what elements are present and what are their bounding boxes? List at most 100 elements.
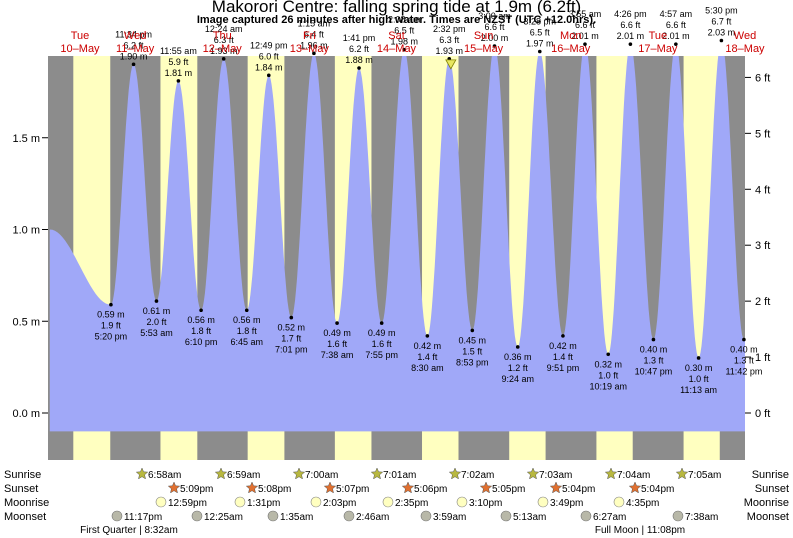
high-tide-point [402, 47, 407, 52]
tide-label-line: 0.40 m [640, 345, 668, 355]
day-weekday: Thu [213, 30, 232, 42]
sunrise-icon [292, 467, 306, 480]
moonset-icon [672, 510, 684, 522]
high-tide-label: 4:26 pm6.6 ft2.01 m [614, 9, 647, 41]
moonrise-icon [155, 496, 167, 508]
day-date: 13–May [290, 43, 330, 55]
low-tide-point [109, 302, 113, 307]
moonset-time: 1:35am [280, 512, 313, 523]
low-tide-point [199, 308, 203, 313]
low-tide-point [606, 352, 611, 357]
tide-label-line: 1.0 ft [689, 374, 710, 384]
sunset-time: 5:07pm [336, 484, 369, 495]
day-weekday: Wed [124, 30, 146, 42]
row-label-left: Moonset [4, 511, 46, 523]
moonrise-time: 2:35pm [395, 498, 428, 509]
tide-label-line: 2.03 m [708, 27, 736, 37]
tide-label-line: 2.00 m [481, 33, 509, 43]
tide-labels: 0.59 m1.9 ft5:20 pm 11:34 pm6.2 ft1.90 m 0… [95, 5, 763, 394]
high-tide-point [583, 42, 587, 46]
y-tick-label-m: 1.0 m [12, 225, 40, 237]
tide-label-line: 11:55 am [160, 46, 197, 56]
tide-label-line: 0.49 m [323, 328, 351, 338]
tide-label-line: 2.01 m [662, 31, 690, 41]
moonset-time: 6:27am [593, 512, 626, 523]
tide-label-line: 5:20 pm [95, 332, 128, 342]
tide-label-line: 1:15 am [298, 18, 331, 28]
day-weekday: Tue [649, 30, 668, 42]
tide-label-line: 1.5 ft [462, 346, 483, 356]
moonrise-icon [382, 496, 394, 508]
sunset-icon [549, 481, 563, 494]
day-date: 18–May [725, 43, 765, 55]
low-tide-point [425, 334, 430, 338]
sun-moon-panel: Sunrise Sunrise Sunset Sunset Moonrise Moonri… [4, 467, 789, 536]
low-tide-label: 0.56 m1.8 ft6:10 pm [185, 315, 218, 347]
moonset-time: 5:13am [513, 512, 546, 523]
high-tide-point [492, 44, 497, 48]
day-date: 12–May [203, 43, 243, 55]
tide-label-line: 6.2 ft [124, 40, 145, 50]
low-tide-label: 0.52 m1.7 ft7:01 pm [275, 323, 308, 355]
tide-label-line: 5:30 pm [705, 5, 738, 15]
tide-label-line: 6.6 ft [485, 22, 506, 32]
tide-label-line: 6.3 ft [439, 35, 460, 45]
tide-label-line: 5:53 am [140, 328, 173, 338]
day-weekday: Wed [734, 30, 756, 42]
tide-label-line: 0.32 m [594, 359, 622, 369]
tide-label-line: 6:10 pm [185, 337, 218, 347]
sunset-icon [245, 481, 259, 494]
low-tide-label: 0.42 m1.4 ft8:30 am [411, 341, 444, 373]
moonrise-time: 3:49pm [550, 498, 583, 509]
low-tide-label: 0.49 m1.6 ft7:55 pm [365, 328, 398, 360]
day-date: 16–May [551, 43, 591, 55]
y-tick-label-ft: 1 ft [755, 352, 770, 364]
tide-label-line: 0.45 m [459, 335, 487, 345]
day-date: 10–May [60, 43, 100, 55]
tide-label-line: 1.93 m [435, 46, 463, 56]
day-weekday: Tue [71, 30, 90, 42]
tide-label-line: 1:41 pm [343, 33, 376, 43]
tide-label-line: 1.88 m [345, 55, 373, 65]
tide-label-line: 1.2 ft [508, 363, 529, 373]
moonset-time: 7:38am [685, 512, 718, 523]
high-tide-label: 12:49 pm6.0 ft1.84 m [250, 40, 288, 72]
sunrise-time: 7:00am [305, 470, 338, 481]
tide-label-line: 1.8 ft [237, 326, 258, 336]
sunset-time: 5:04pm [562, 484, 595, 495]
tide-curve [49, 56, 745, 432]
y-tick-label-ft: 6 ft [755, 72, 770, 84]
moonset-icon [420, 510, 432, 522]
sunset-time: 5:04pm [641, 484, 674, 495]
tide-label-line: 1.6 ft [327, 339, 348, 349]
moonset-icon [111, 510, 123, 522]
high-tide-label: 4:57 am6.6 ft2.01 m [660, 9, 693, 41]
row-label-right: Sunset [755, 483, 789, 495]
high-tide-point [312, 51, 316, 56]
tide-label-line: 7:01 pm [275, 345, 308, 355]
tide-label-line: 6.7 ft [711, 16, 732, 26]
low-tide-point [244, 308, 249, 313]
high-tide-point [674, 42, 678, 46]
tide-label-line: 6.6 ft [575, 20, 596, 30]
sunrise-icon [214, 467, 228, 480]
y-tick-label-m: 0.0 m [12, 408, 40, 420]
low-tide-label: 0.49 m1.6 ft7:38 am [321, 328, 354, 360]
low-tide-label: 0.36 m1.2 ft9:24 am [501, 352, 534, 384]
day-date: 17–May [638, 43, 678, 55]
high-tide-label: 11:34 pm6.2 ft1.90 m [115, 29, 152, 61]
low-tide-point [335, 321, 339, 325]
low-tide-label: 0.59 m1.9 ft5:20 pm [95, 310, 128, 342]
moon-phase-label: Full Moon | 11:08pm [595, 525, 685, 536]
tide-label-line: 1.3 ft [643, 356, 664, 366]
low-tide-label: 0.42 m1.4 ft9:51 pm [547, 341, 580, 373]
moonset-icon [580, 510, 592, 522]
tide-label-line: 6.3 ft [214, 35, 235, 45]
axes: 0.0 m 0.5 m 1.0 m 1.5 m 0 ft 1 ft 2 ft 3 ft 4 ft… [12, 72, 770, 420]
sunrise-time: 6:58am [148, 470, 181, 481]
moonrise-time: 1:31pm [247, 498, 280, 509]
tide-label-line: 3:28 pm [524, 17, 557, 27]
